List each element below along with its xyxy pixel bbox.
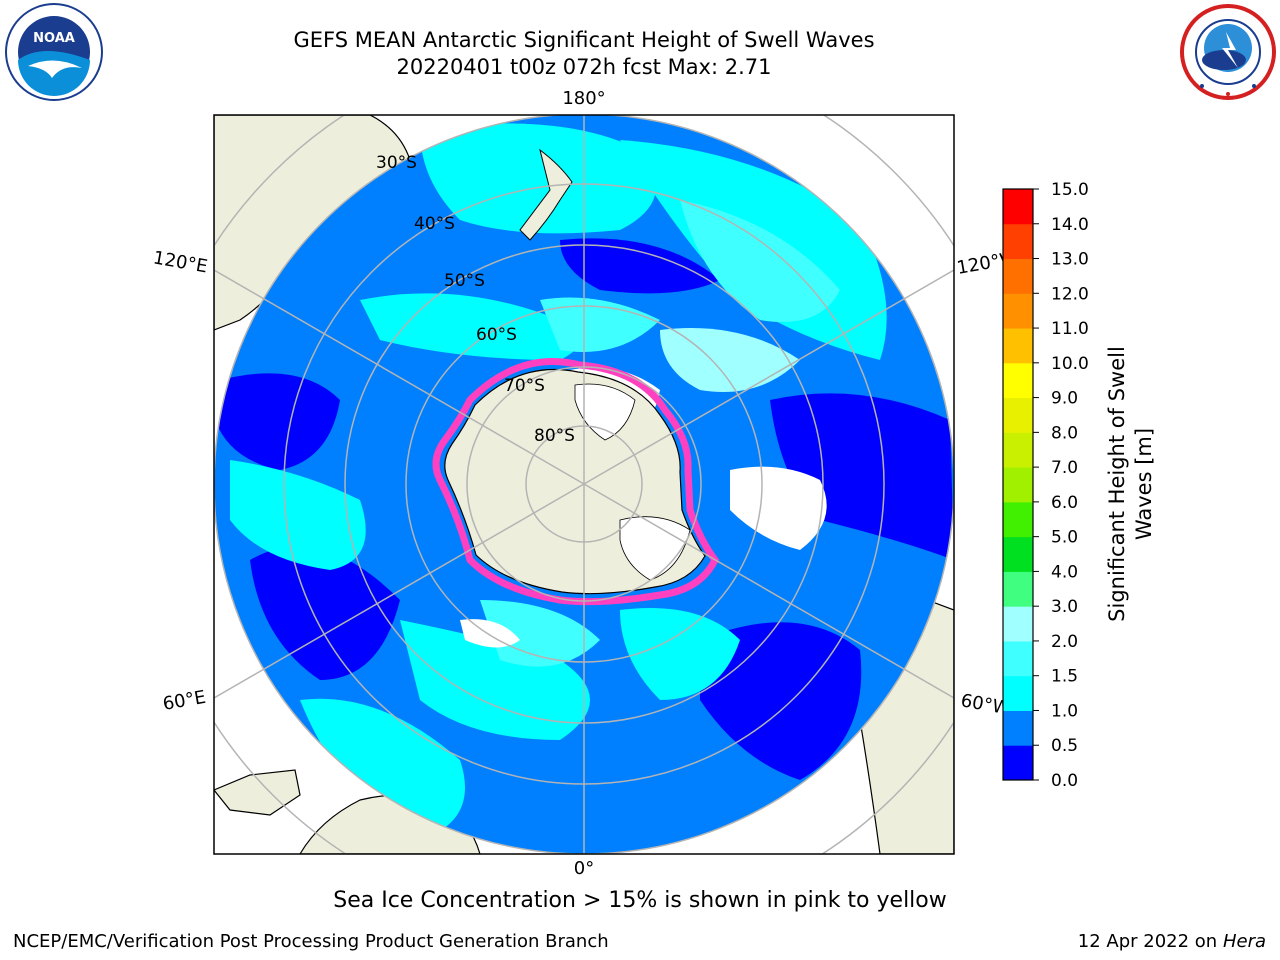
lat-label-50: 50°S [444, 271, 485, 291]
colorbar-tick-label: 0.0 [1051, 771, 1078, 791]
swell-band-low-1 [215, 373, 340, 470]
colorbar-segment [1003, 536, 1033, 572]
map-frame [213, 114, 955, 855]
swell-band-mid-5 [400, 620, 590, 740]
colorbar-frame [1002, 188, 1034, 781]
colorbar-segment [1003, 606, 1033, 642]
colorbar-label-line2: Waves [m] [1132, 428, 1156, 540]
colorbar-tick-label: 14.0 [1051, 215, 1089, 235]
chart-title: GEFS MEAN Antarctic Significant Height o… [293, 28, 875, 52]
colorbar-segment [1003, 362, 1033, 399]
lat-label-70: 70°S [504, 376, 545, 396]
colorbar-segment [1003, 397, 1033, 433]
ronne-ice-shelf [619, 516, 691, 581]
colorbar-tick-label: 12.0 [1051, 284, 1089, 304]
swell-band-low-2 [250, 546, 400, 680]
colorbar-tick-label: 10.0 [1051, 354, 1089, 374]
footer-host: Hera [1222, 931, 1266, 952]
colorbar-tick-label: 0.5 [1051, 736, 1078, 756]
colorbar-tick-label: 1.0 [1051, 701, 1078, 721]
colorbar-label-line1: Significant Height of Swell [1105, 346, 1129, 622]
lat-label-60: 60°S [476, 325, 517, 345]
footer-date: 12 Apr 2022 on Hera [1078, 931, 1266, 952]
colorbar-tick-label: 1.5 [1051, 667, 1078, 687]
nws-logo [1180, 4, 1276, 100]
footer-branch: NCEP/EMC/Verification Post Processing Pr… [13, 931, 609, 952]
colorbar-tick-label: 6.0 [1051, 493, 1078, 513]
swell-band-mid-7 [620, 608, 740, 700]
madagascar-land [214, 769, 301, 816]
sea-ice-rim [432, 358, 720, 606]
swell-band-high-1 [680, 200, 840, 322]
lon-label-180: 180° [562, 88, 605, 109]
chart-subtitle: 20220401 t00z 072h fcst Max: 2.71 [396, 55, 772, 79]
colorbar-segment [1003, 328, 1033, 364]
lat-label-80: 80°S [534, 426, 575, 446]
ice-patch [460, 619, 520, 648]
svg-text:NOAA: NOAA [33, 31, 75, 46]
swell-band-low-5 [560, 238, 720, 294]
colorbar-tick-label: 8.0 [1051, 423, 1078, 443]
colorbar-tick-label: 2.0 [1051, 632, 1078, 652]
colorbar-tick-label: 15.0 [1051, 180, 1089, 200]
weddell-sea-ice [730, 466, 827, 550]
colorbar-segment [1003, 501, 1033, 538]
colorbar-tick-label: 9.0 [1051, 389, 1078, 409]
lon-label-0: 0° [574, 858, 594, 879]
colorbar-segments [1003, 189, 1033, 781]
colorbar-segment [1003, 223, 1033, 260]
colorbar-segment [1003, 293, 1033, 329]
colorbar-segment [1003, 640, 1033, 677]
caption: Sea Ice Concentration > 15% is shown in … [333, 888, 947, 913]
swell-band-mid-4 [230, 460, 366, 570]
colorbar-tick-label: 3.0 [1051, 597, 1078, 617]
swell-band-mid-6 [300, 698, 465, 840]
swell-band-low-3 [770, 393, 954, 560]
lat-label-40: 40°S [414, 214, 455, 234]
colorbar-segment [1003, 189, 1033, 225]
swell-band-mid-3 [360, 293, 580, 360]
noaa-logo: NOAA [5, 3, 103, 101]
colorbar-segment [1003, 467, 1033, 503]
swell-band-high-3 [480, 600, 600, 667]
graticule [214, 115, 954, 854]
colorbar-ticks: 0.0 0.5 1.0 1.5 2.0 3.0 4.0 5.0 6.0 7.0 8.0 9.0 10.0… [1033, 180, 1089, 791]
colorbar-segment [1003, 571, 1033, 607]
colorbar-tick-label: 11.0 [1051, 319, 1089, 339]
lat-label-30: 30°S [376, 153, 417, 173]
colorbar-tick-label: 13.0 [1051, 250, 1089, 270]
colorbar-tick-label: 5.0 [1051, 528, 1078, 548]
colorbar-segment [1003, 432, 1033, 468]
swell-band-high-4 [540, 297, 660, 352]
footer-date-text: 12 Apr 2022 on [1077, 931, 1223, 952]
colorbar-segment [1003, 675, 1033, 711]
swell-band-mid-1 [420, 123, 656, 234]
colorbar-segment [1003, 710, 1033, 746]
colorbar-tick-label: 7.0 [1051, 458, 1078, 478]
colorbar-segment [1003, 745, 1033, 781]
new-zealand-land [519, 148, 573, 241]
colorbar-tick-label: 4.0 [1051, 562, 1078, 582]
colorbar-segment [1003, 258, 1033, 294]
